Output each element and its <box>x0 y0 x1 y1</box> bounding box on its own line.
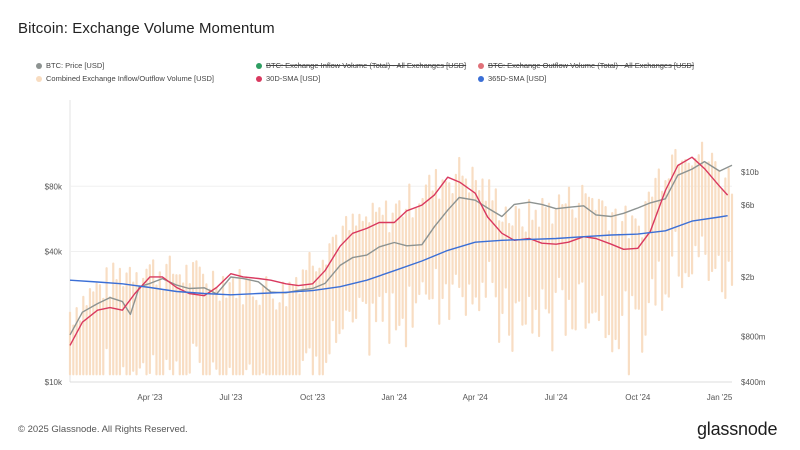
legend-item[interactable]: BTC: Exchange Outflow Volume (Total) - A… <box>478 61 694 70</box>
chart-title: Bitcoin: Exchange Volume Momentum <box>18 20 275 37</box>
y-right-tick-label: $400m <box>741 378 766 387</box>
x-tick-label: Oct '24 <box>625 393 651 402</box>
legend-item[interactable]: BTC: Price [USD] <box>36 61 104 70</box>
legend-item[interactable]: 30D-SMA [USD] <box>256 74 320 83</box>
y-left-tick-label: $40k <box>45 248 63 257</box>
x-tick-label: Jan '25 <box>707 393 733 402</box>
legend-item[interactable]: 365D-SMA [USD] <box>478 74 546 83</box>
sma30-line <box>69 156 729 346</box>
legend-swatch <box>36 75 42 82</box>
legend-label: Combined Exchange Inflow/Outflow Volume … <box>46 74 214 83</box>
legend-label: 30D-SMA [USD] <box>266 74 321 83</box>
legend-label: BTC: Price [USD] <box>46 61 105 70</box>
legend-label: BTC: Exchange Outflow Volume (Total) - A… <box>488 61 694 70</box>
x-tick-label: Jul '24 <box>545 393 568 402</box>
legend-item[interactable]: Combined Exchange Inflow/Outflow Volume … <box>36 74 214 83</box>
legend-swatch <box>256 75 262 82</box>
y-right-tick-label: $10b <box>741 168 759 177</box>
y-right-tick-label: $2b <box>741 273 755 282</box>
sma365-line <box>69 215 728 296</box>
legend-swatch <box>478 62 484 69</box>
x-tick-label: Apr '24 <box>463 393 489 402</box>
y-right-tick-label: $6b <box>741 201 755 210</box>
legend-label: 365D-SMA [USD] <box>488 74 547 83</box>
x-tick-label: Apr '23 <box>137 393 163 402</box>
brand-logo: glassnode <box>697 419 778 439</box>
legend-swatch <box>256 62 262 69</box>
legend-label: BTC: Exchange Inflow Volume (Total) - Al… <box>266 61 467 70</box>
x-tick-label: Jan '24 <box>382 393 408 402</box>
legend-swatch <box>478 75 484 82</box>
x-tick-label: Oct '23 <box>300 393 326 402</box>
x-tick-label: Jul '23 <box>219 393 242 402</box>
y-left-tick-label: $80k <box>45 182 63 191</box>
legend-swatch <box>36 62 42 69</box>
y-left-tick-label: $10k <box>45 378 63 387</box>
y-right-tick-label: $800m <box>741 333 766 342</box>
copyright-text: © 2025 Glassnode. All Rights Reserved. <box>18 424 188 435</box>
legend-item[interactable]: BTC: Exchange Inflow Volume (Total) - Al… <box>256 61 466 70</box>
